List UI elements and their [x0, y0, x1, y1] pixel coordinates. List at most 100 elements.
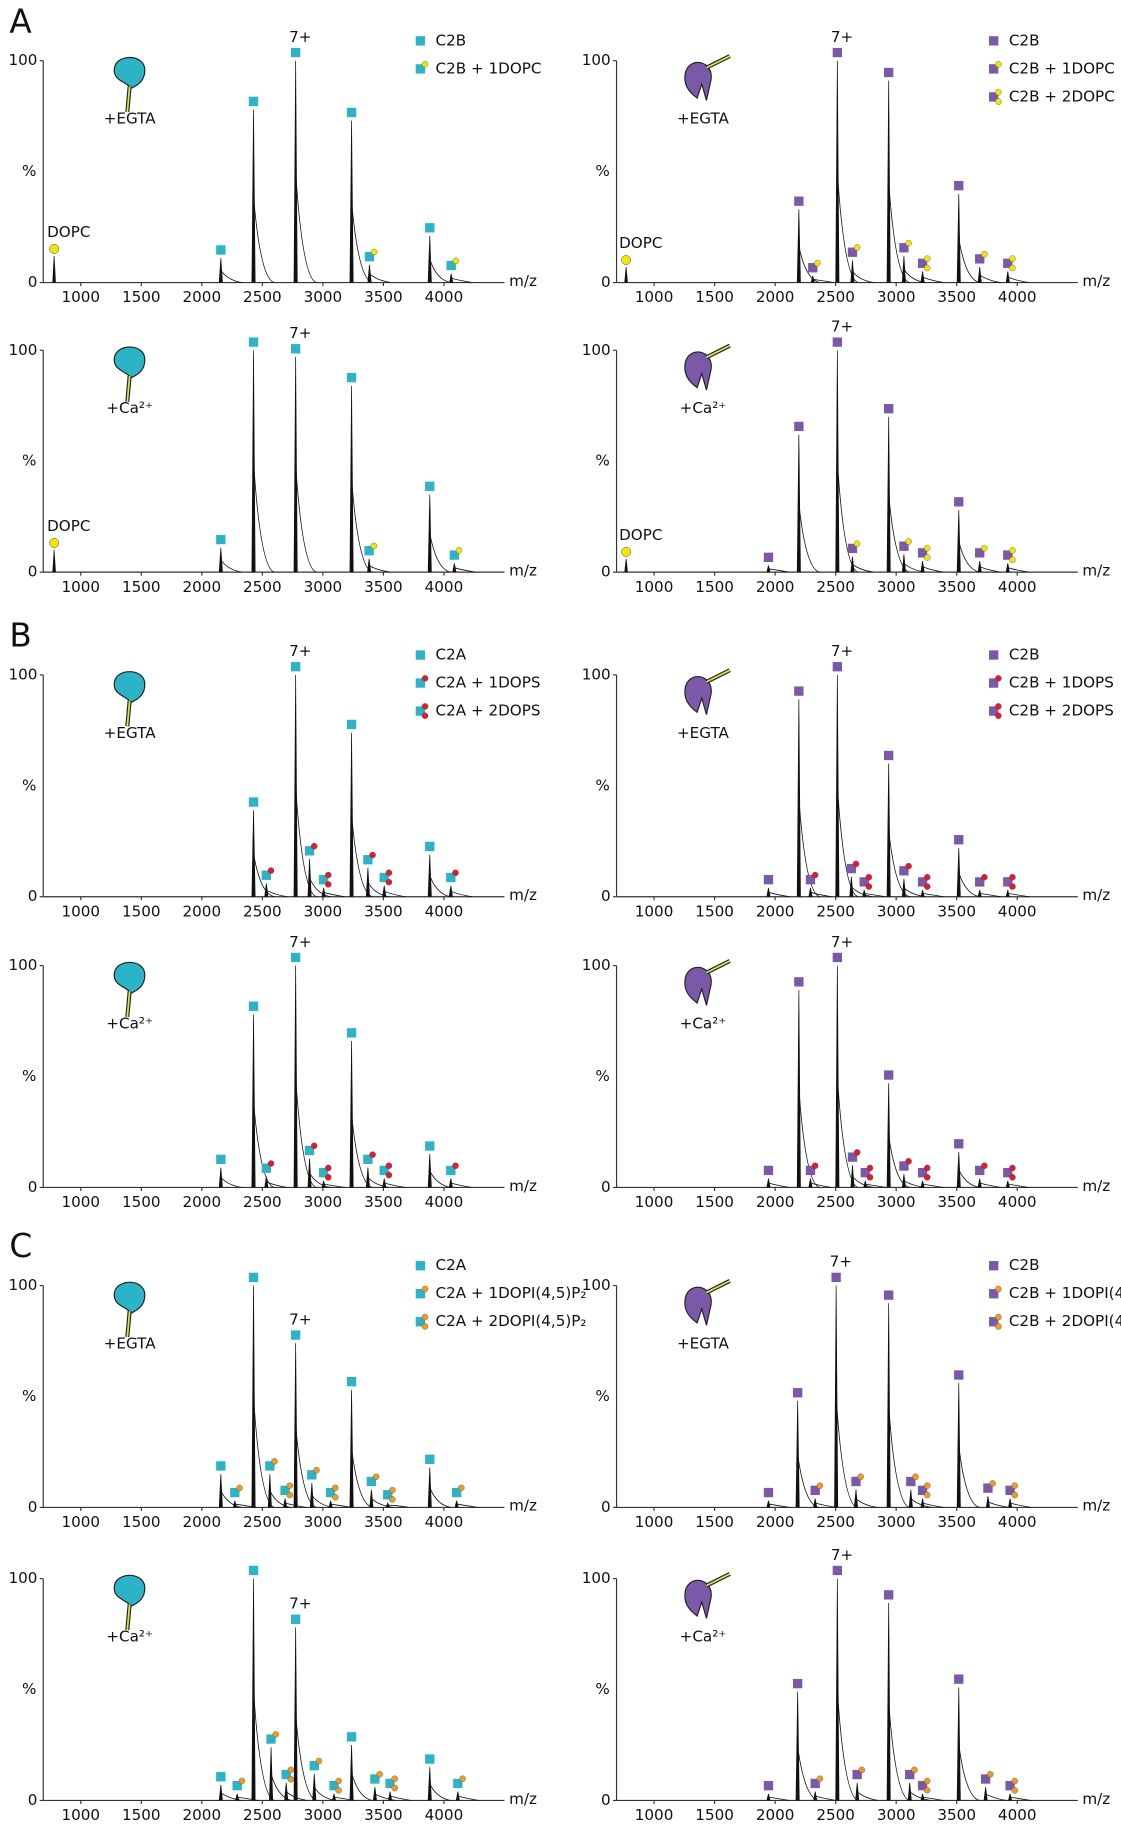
legend-swatch [989, 706, 999, 716]
condition-label: +Ca²⁺ [680, 1628, 727, 1646]
peak-tail [429, 1783, 451, 1801]
marker [248, 1272, 259, 1283]
legend-swatch [415, 64, 426, 74]
marker [446, 872, 456, 883]
marker [794, 686, 804, 696]
peak [835, 350, 840, 573]
x-tick-label: 3500 [937, 288, 976, 306]
lipid-dot [311, 842, 318, 850]
marker [290, 1614, 301, 1624]
charge-state-label: 7+ [289, 933, 311, 951]
x-tick-label: 3500 [937, 1193, 976, 1211]
peak-tail [253, 1396, 275, 1508]
peak-tail [368, 565, 391, 573]
charge-state-label: 7+ [289, 642, 311, 660]
x-tick-label: 1000 [635, 1193, 674, 1211]
peak-tail [253, 196, 275, 283]
lipid-dot [1011, 1787, 1018, 1794]
legend-label: C2B + 1DOPC [436, 59, 542, 77]
marker [810, 1485, 820, 1496]
legend-label: C2A + 2DOPI(4,5)P₂ [436, 1312, 587, 1330]
charge-state-label: 7+ [289, 1595, 311, 1613]
marker [216, 1154, 226, 1165]
peak-tail [958, 1169, 980, 1188]
lipid-dot [287, 1766, 295, 1774]
marker [763, 1165, 774, 1176]
y-axis-label: % [595, 452, 609, 470]
x-tick-label: 4000 [998, 288, 1037, 306]
marker [379, 872, 389, 883]
x-tick-label: 1500 [122, 578, 161, 596]
lipid-dot [452, 1162, 459, 1169]
lipid-dot [389, 1486, 396, 1494]
condition-label: +Ca²⁺ [106, 399, 153, 417]
peak [328, 1500, 333, 1508]
lipid-dot [1011, 1777, 1018, 1785]
peak-tail [855, 1498, 878, 1508]
lipid-dot [385, 1171, 393, 1179]
lipid-dot [1009, 1164, 1016, 1172]
marker [810, 1778, 820, 1789]
charge-state-label: 7+ [830, 1253, 852, 1271]
legend-label: C2B + 1DOPC [1009, 59, 1115, 77]
panel: 0 100% 1000 1500 2000 2500 3000 3500 4000 m/z +EGT… [582, 28, 1115, 306]
peak [901, 1174, 906, 1188]
peak-tail [852, 271, 874, 283]
y-tick-label: 100 [582, 1276, 611, 1294]
peak-tail [429, 875, 451, 898]
y-tick-label: 0 [28, 563, 38, 581]
peak [293, 674, 298, 897]
lipid-dot [370, 248, 378, 256]
peak-tail [768, 568, 790, 573]
protein-icon [113, 671, 146, 704]
x-tick-label: 4000 [998, 902, 1037, 920]
peak-tail [1007, 1183, 1029, 1188]
lipid-dot [866, 1164, 874, 1172]
peak [449, 273, 454, 283]
peak-tail [367, 882, 389, 898]
lipid-dot [924, 1174, 931, 1181]
marker [364, 545, 374, 556]
marker [763, 552, 774, 562]
y-tick-label: 100 [8, 956, 37, 974]
peak-tail [451, 277, 473, 283]
y-axis-label: % [22, 162, 36, 180]
marker [917, 1485, 928, 1496]
marker [446, 260, 456, 271]
peak [920, 1498, 925, 1508]
peak-tail [888, 181, 910, 283]
peak [835, 965, 840, 1188]
legend-label: C2B [1009, 646, 1040, 664]
peak [349, 1745, 354, 1801]
x-tick-label: 1000 [635, 1806, 674, 1824]
lipid-marker [49, 538, 60, 548]
x-tick-label: 1500 [695, 902, 734, 920]
marker [847, 247, 858, 257]
marker [304, 846, 315, 856]
lipid-dot [287, 1776, 295, 1783]
peak-tail [387, 1504, 409, 1508]
x-axis-label: m/z [509, 1497, 537, 1515]
peak-tail [253, 461, 275, 573]
panel: C 0 100% 1000 1500 2000 2500 3000 3500 4000 m/z +EG… [8, 1227, 586, 1531]
peak-tail [253, 853, 275, 898]
marker [346, 719, 357, 730]
peak [810, 275, 815, 283]
x-tick-label: 2500 [816, 902, 855, 920]
x-tick-label: 3000 [877, 1513, 916, 1531]
x-tick-label: 2000 [756, 1806, 795, 1824]
peak-tail [1007, 567, 1029, 573]
marker [917, 1780, 928, 1791]
lipid-dot [325, 1174, 332, 1181]
lipid-dot [981, 1162, 988, 1169]
x-tick-label: 3000 [304, 1513, 343, 1531]
peak [369, 1489, 374, 1508]
marker [860, 1167, 870, 1178]
peak [269, 1747, 274, 1801]
peak-tail [295, 171, 317, 283]
peak-tail [888, 1701, 910, 1801]
marker [884, 750, 894, 761]
y-tick-label: 100 [582, 341, 611, 359]
x-axis-label: m/z [1082, 561, 1110, 579]
